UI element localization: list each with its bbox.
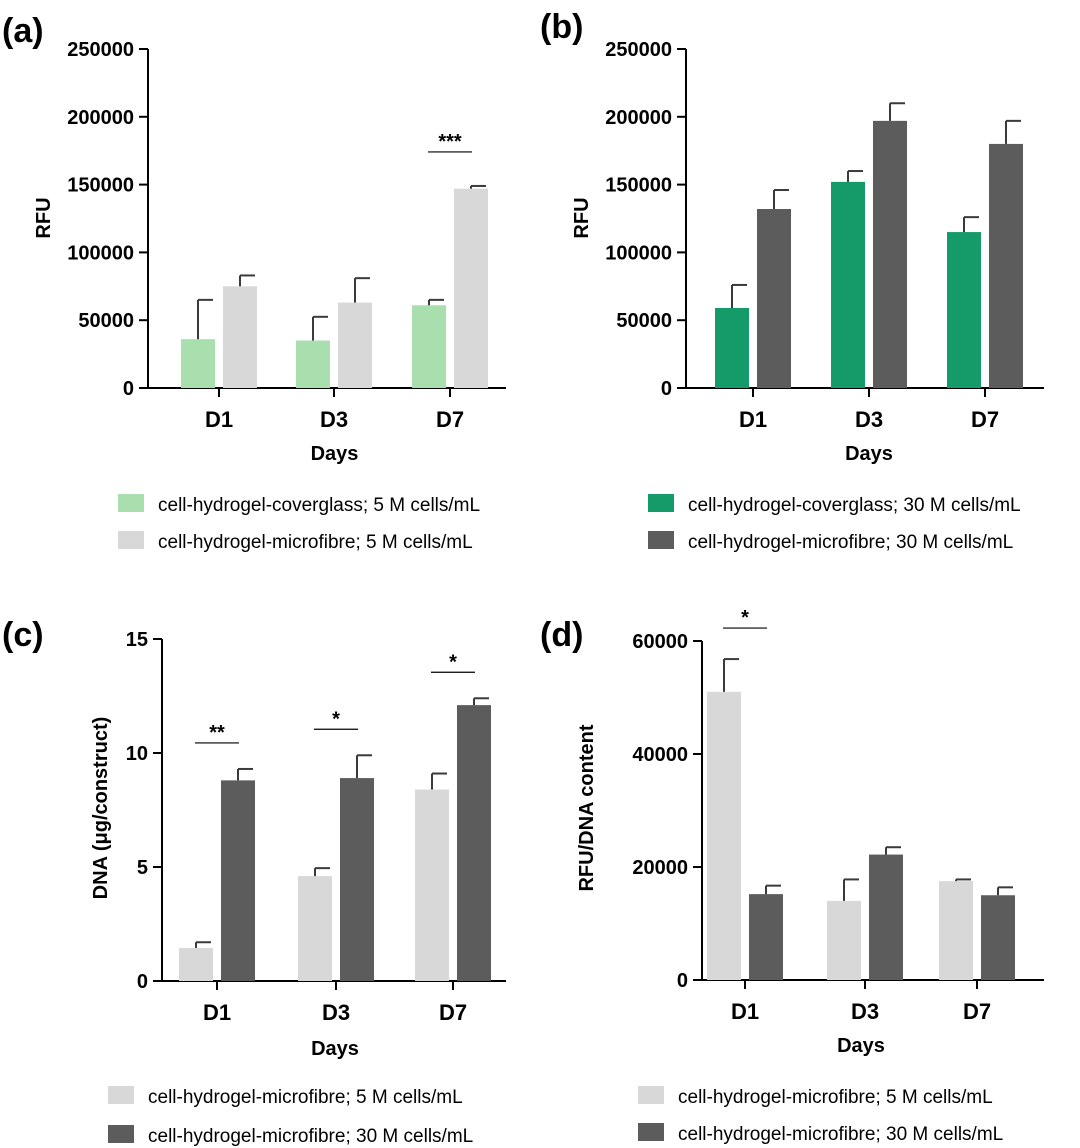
legend-swatch bbox=[638, 1086, 664, 1104]
y-tick-label: 0 bbox=[137, 971, 148, 993]
significance-label: * bbox=[449, 651, 457, 673]
legend-label: cell-hydrogel-microfibre; 30 M cells/mL bbox=[678, 1124, 1003, 1145]
y-axis-title: RFU bbox=[33, 197, 55, 238]
bar bbox=[296, 340, 330, 388]
legend-swatch bbox=[648, 531, 674, 549]
legend-swatch bbox=[118, 494, 144, 512]
bar bbox=[457, 705, 491, 981]
y-tick-label: 60000 bbox=[632, 631, 688, 653]
panel-label: (b) bbox=[540, 8, 583, 46]
bar bbox=[939, 881, 973, 980]
y-tick-label: 0 bbox=[661, 378, 672, 400]
x-tick-label: D1 bbox=[731, 999, 759, 1024]
legend-label: cell-hydrogel-microfibre; 30 M cells/mL bbox=[148, 1126, 473, 1147]
significance-label: ** bbox=[209, 722, 225, 744]
x-tick-label: D7 bbox=[436, 407, 464, 432]
bar bbox=[749, 894, 783, 980]
y-tick-label: 150000 bbox=[605, 175, 672, 197]
x-tick-label: D7 bbox=[963, 999, 991, 1024]
panel-label: (d) bbox=[540, 616, 583, 654]
significance-label: * bbox=[332, 708, 340, 730]
significance-label: * bbox=[741, 607, 749, 629]
y-tick-label: 0 bbox=[123, 378, 134, 400]
y-tick-label: 100000 bbox=[67, 242, 134, 264]
bar bbox=[340, 778, 374, 981]
y-tick-label: 250000 bbox=[67, 39, 134, 61]
x-tick-label: D3 bbox=[851, 999, 879, 1024]
x-axis-title: Days bbox=[311, 1038, 359, 1060]
x-tick-label: D3 bbox=[320, 407, 348, 432]
x-axis-title: Days bbox=[311, 443, 359, 465]
x-tick-label: D3 bbox=[322, 1000, 350, 1025]
bar bbox=[179, 947, 213, 981]
y-tick-label: 15 bbox=[126, 629, 148, 651]
bar bbox=[412, 305, 446, 388]
significance-label: *** bbox=[438, 131, 462, 153]
panel-label: (c) bbox=[2, 616, 44, 654]
y-tick-label: 0 bbox=[677, 970, 688, 992]
legend-swatch bbox=[648, 494, 674, 512]
y-tick-label: 20000 bbox=[632, 857, 688, 879]
bar bbox=[707, 691, 741, 980]
bar bbox=[989, 143, 1023, 388]
bar bbox=[415, 789, 449, 981]
bar bbox=[831, 181, 865, 388]
y-tick-label: 250000 bbox=[605, 39, 672, 61]
panel-b: (b) 0 50000 100000 150000 200000 250000 RFU Days… bbox=[540, 8, 1044, 553]
legend-label: cell-hydrogel-microfibre; 5 M cells/mL bbox=[158, 532, 473, 553]
y-tick-label: 5 bbox=[137, 857, 148, 879]
y-axis-title: RFU/DNA content bbox=[576, 724, 598, 891]
bar bbox=[338, 302, 372, 388]
y-axis-title: RFU bbox=[571, 197, 593, 238]
bar bbox=[827, 900, 861, 980]
x-tick-label: D3 bbox=[855, 407, 883, 432]
legend-label: cell-hydrogel-coverglass; 30 M cells/mL bbox=[688, 495, 1021, 516]
y-tick-label: 10 bbox=[126, 743, 148, 765]
bar bbox=[181, 339, 215, 388]
legend-label: cell-hydrogel-microfibre; 5 M cells/mL bbox=[148, 1087, 463, 1108]
bar bbox=[223, 286, 257, 388]
x-tick-label: D1 bbox=[203, 1000, 231, 1025]
bar bbox=[454, 188, 488, 388]
legend-swatch bbox=[638, 1123, 664, 1141]
y-axis-title: DNA (μg/construct) bbox=[90, 717, 112, 900]
legend-swatch bbox=[118, 531, 144, 549]
y-tick-label: 200000 bbox=[605, 107, 672, 129]
panel-d: (d) 0 20000 40000 60000 RFU/DNA content Days D1… bbox=[540, 607, 1044, 1145]
y-tick-label: 50000 bbox=[616, 310, 672, 332]
x-tick-label: D1 bbox=[205, 407, 233, 432]
bar bbox=[715, 307, 749, 388]
y-tick-label: 200000 bbox=[67, 107, 134, 129]
x-tick-label: D1 bbox=[739, 407, 767, 432]
legend-swatch bbox=[108, 1125, 134, 1143]
legend-swatch bbox=[108, 1086, 134, 1104]
bar bbox=[869, 854, 903, 980]
x-tick-label: D7 bbox=[439, 1000, 467, 1025]
y-tick-label: 50000 bbox=[78, 310, 134, 332]
x-tick-label: D7 bbox=[971, 407, 999, 432]
bar bbox=[947, 232, 981, 388]
y-tick-label: 40000 bbox=[632, 744, 688, 766]
bar bbox=[298, 876, 332, 981]
legend-label: cell-hydrogel-coverglass; 5 M cells/mL bbox=[158, 495, 480, 516]
bar bbox=[873, 120, 907, 389]
y-tick-label: 150000 bbox=[67, 175, 134, 197]
legend-label: cell-hydrogel-microfibre; 30 M cells/mL bbox=[688, 532, 1013, 553]
bar bbox=[221, 780, 255, 981]
x-axis-title: Days bbox=[845, 443, 893, 465]
legend-label: cell-hydrogel-microfibre; 5 M cells/mL bbox=[678, 1087, 993, 1108]
bar bbox=[981, 895, 1015, 980]
panel-a: (a) 0 50000 100000 150000 200000 250000 RFU Days… bbox=[2, 12, 506, 553]
bar bbox=[757, 209, 791, 388]
panel-label: (a) bbox=[2, 12, 44, 50]
x-axis-title: Days bbox=[837, 1035, 885, 1057]
y-tick-label: 100000 bbox=[605, 242, 672, 264]
